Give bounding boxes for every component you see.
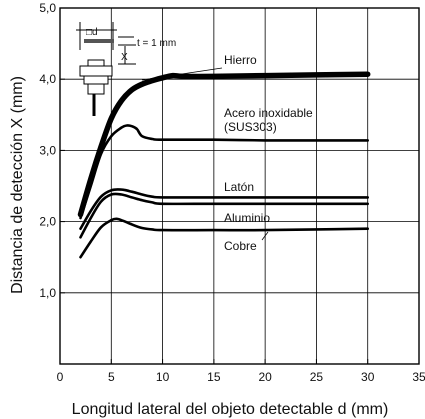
x-tick-label: 30 — [361, 370, 375, 384]
series-label-leader-hierro — [141, 67, 223, 81]
series-label-cobre: Cobre — [224, 239, 257, 253]
x-tick-label: 5 — [108, 370, 115, 384]
series-label-laton: Latón — [224, 180, 254, 194]
sensor-body — [87, 83, 105, 95]
series-line-1 — [79, 124, 369, 220]
x-tick-label: 25 — [310, 370, 324, 384]
sensor-diagram: □d t = 1 mm X — [76, 22, 176, 116]
series-label-acero: Acero inoxidable — [224, 106, 313, 120]
plot-frame — [59, 7, 420, 365]
series-line-4 — [79, 217, 369, 259]
sensor-body — [79, 65, 113, 77]
inset-x-label: X — [121, 52, 128, 63]
x-tick-label: 35 — [412, 370, 425, 384]
x-tick-label: 0 — [57, 370, 64, 384]
x-tick-label: 10 — [156, 370, 170, 384]
chart-grid — [60, 8, 419, 364]
x-axis-title: Longitud lateral del objeto detectable d… — [72, 401, 389, 418]
inset-d-label: □d — [86, 27, 98, 38]
inset-t-label: t = 1 mm — [137, 38, 176, 49]
sensor-head — [87, 59, 105, 67]
series-label-aluminio: Aluminio — [224, 211, 270, 225]
y-axis-ticks: 1,0 2,0 3,0 4,0 5,0 — [39, 1, 65, 300]
x-tick-label: 15 — [207, 370, 221, 384]
y-tick-label: 2,0 — [39, 215, 56, 229]
inset-target-plate — [84, 39, 114, 43]
series-line-0 — [77, 71, 371, 218]
series-line-2 — [79, 188, 369, 230]
plot-area — [59, 7, 420, 365]
series-line-3 — [79, 192, 369, 239]
series-label-hierro: Hierro — [224, 53, 257, 67]
series-label-acero-grade: (SUS303) — [224, 120, 277, 134]
chart-series — [77, 71, 371, 259]
y-axis-title: Distancia de detección X (mm) — [9, 76, 26, 294]
series-label-leader-cobre — [261, 231, 269, 241]
y-tick-label: 1,0 — [39, 286, 56, 300]
sensor-body — [83, 75, 109, 85]
x-tick-label: 20 — [258, 370, 272, 384]
y-tick-label: 4,0 — [39, 72, 56, 86]
y-tick-label: 3,0 — [39, 143, 56, 157]
x-axis-ticks: 0 5 10 15 20 25 30 35 — [57, 359, 425, 384]
y-tick-label: 5,0 — [39, 1, 56, 15]
